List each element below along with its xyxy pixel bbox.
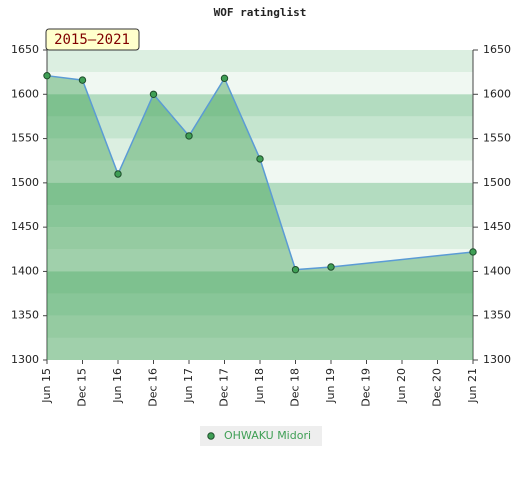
background-band: [47, 182, 473, 205]
background-band: [47, 227, 473, 250]
y-tick-label: 1500: [11, 176, 39, 189]
x-tick-label: Jun 19: [324, 368, 337, 404]
y2-tick-label: 1400: [483, 264, 511, 277]
background-band: [47, 293, 473, 316]
point: [220, 74, 229, 83]
x-tick-label: Dec 15: [76, 368, 89, 407]
x-tick-label: Jun 15: [40, 368, 53, 404]
x-tick-label: Jun 17: [182, 368, 195, 404]
point: [185, 132, 193, 140]
background-band: [47, 94, 473, 117]
y-tick-label: 1600: [11, 87, 39, 100]
y2-tick-label: 1600: [483, 87, 511, 100]
point: [114, 170, 122, 178]
x-tick-label: Jun 16: [111, 368, 124, 404]
y2-tick-label: 1650: [483, 43, 511, 56]
y2-tick-label: 1350: [483, 309, 511, 322]
legend-marker: [207, 432, 215, 440]
background-band: [47, 315, 473, 338]
x-tick-label: Dec 19: [360, 368, 373, 407]
background-band: [47, 72, 473, 95]
x-tick-label: Jun 20: [395, 368, 408, 404]
y-tick-label: 1400: [11, 264, 39, 277]
background-band: [47, 337, 473, 360]
x-tick-label: Dec 17: [218, 368, 231, 407]
line: [46, 74, 474, 271]
point: [43, 71, 51, 80]
point: [256, 155, 264, 163]
x-tick-label: Jun 21: [466, 368, 479, 404]
y-tick-label: 1550: [11, 132, 39, 145]
point: [469, 248, 477, 256]
background-band: [47, 205, 473, 228]
x-tick-label: Jun 18: [253, 368, 266, 404]
point: [149, 90, 158, 98]
chart-title: WOF ratinglist: [214, 6, 307, 19]
point: [291, 265, 300, 274]
x-tick-label: Dec 18: [289, 368, 302, 407]
legend: [200, 426, 322, 446]
badge: 2015–2021: [54, 32, 130, 48]
point: [78, 76, 87, 84]
y2-tick-label: 1500: [483, 176, 511, 189]
y2-tick-label: 1550: [483, 132, 511, 145]
background-band: [47, 50, 473, 73]
y-tick-label: 1450: [11, 220, 39, 233]
background-band: [47, 138, 473, 161]
y-tick-label: 1300: [11, 353, 39, 366]
y-tick-label: 1350: [11, 309, 39, 322]
background-band: [47, 160, 473, 183]
x-tick-label: Dec 20: [431, 368, 444, 407]
y2-tick-label: 1300: [483, 353, 511, 366]
badge-box: [45, 28, 140, 51]
background-band: [47, 271, 473, 294]
background-band: [47, 249, 473, 272]
background-band: [47, 116, 473, 139]
x-tick-label: Dec 16: [147, 368, 160, 407]
point: [327, 263, 335, 271]
legend-label: OHWAKU Midori: [224, 429, 311, 442]
y-tick-label: 1650: [11, 43, 39, 56]
y2-tick-label: 1450: [483, 220, 511, 233]
area: [47, 75, 473, 360]
